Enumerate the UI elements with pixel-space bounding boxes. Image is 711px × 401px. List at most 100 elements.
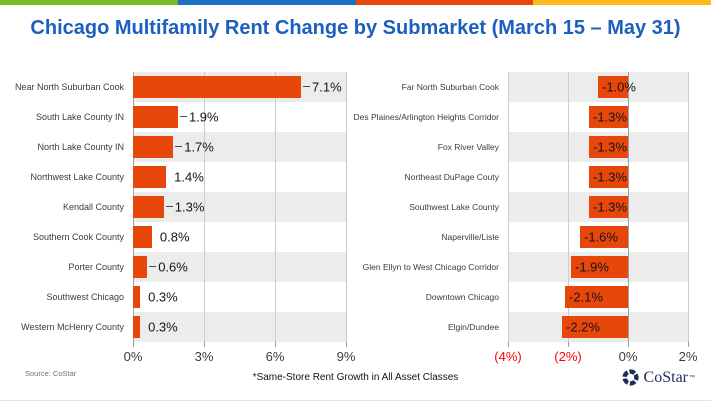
chart-row: -1.6%: [508, 222, 688, 252]
chart-row: 0.3%: [133, 282, 346, 312]
chart-row: -1.3%: [508, 162, 688, 192]
gridline: [204, 72, 205, 342]
bar: [133, 136, 174, 158]
accent-strip-segment: [533, 0, 711, 5]
chart-row: -1.9%: [508, 252, 688, 282]
value-label: 1.9%: [188, 109, 219, 125]
accent-strip-segment: [177, 0, 356, 5]
gridline: [346, 72, 347, 342]
axis-tick-label: 6%: [265, 349, 285, 364]
category-label: Northwest Lake County: [30, 172, 124, 182]
category-label: Fox River Valley: [437, 142, 499, 152]
category-axis: Far North Suburban Cook Des Plaines/Arlin…: [352, 72, 504, 342]
category-label: South Lake County IN: [35, 112, 124, 122]
page-title: Chicago Multifamily Rent Change by Subma…: [30, 17, 681, 39]
value-label: 0.3%: [148, 289, 178, 305]
category-label: Downtown Chicago: [425, 292, 499, 302]
axis-tick: [275, 342, 276, 347]
category-label: Southwest Chicago: [46, 292, 124, 302]
footnote: *Same-Store Rent Growth in All Asset Cla…: [252, 372, 459, 383]
axis-tick-label: (2%): [554, 349, 582, 364]
gridline: [628, 72, 629, 342]
axis-tick-label: 0%: [618, 349, 638, 364]
bar: [133, 256, 148, 278]
source-note: Source: CoStar: [25, 369, 77, 378]
chart-row: 0.8%: [133, 222, 346, 252]
category-label: Northeast DuPage Couty: [404, 172, 500, 182]
gridline: [568, 72, 569, 342]
costar-logo: CoStar ™: [621, 368, 695, 387]
value-label: 1.7%: [184, 139, 214, 155]
value-label: -1.0%: [602, 79, 636, 95]
axis-tick-label: 0%: [123, 349, 143, 364]
bar: [571, 256, 628, 278]
value-label: -1.6%: [584, 229, 618, 245]
bar: [562, 316, 628, 338]
bar: [133, 316, 141, 338]
chart-row: 7.1%: [133, 72, 346, 102]
bar: [589, 166, 628, 188]
category-label: Near North Suburban Cook: [14, 82, 124, 92]
category-label: Glen Ellyn to West Chicago Corridor: [362, 262, 499, 272]
value-label: -2.2%: [566, 319, 600, 335]
leader-line: [303, 86, 311, 87]
axis-tick: [568, 342, 569, 347]
plot-area: -1.0% -1.3% -1.3% -1.3% -1.3% -1.6% -1.9% -2.1%…: [494, 72, 697, 364]
leader-line: [149, 266, 157, 267]
category-label: Des Plaines/Arlington Heights Corridor: [353, 112, 499, 122]
value-label: -1.3%: [593, 109, 627, 125]
value-label: 0.6%: [158, 259, 188, 275]
costar-logo-text: CoStar: [643, 368, 688, 386]
bar: [133, 286, 141, 308]
chart-row: -2.2%: [508, 312, 688, 342]
gridline: [275, 72, 276, 342]
negative-rent-change-chart: Far North Suburban Cook Des Plaines/Arlin…: [352, 72, 697, 364]
value-label: 7.1%: [312, 79, 342, 95]
axis-tick: [688, 342, 689, 347]
value-label: -1.3%: [593, 169, 627, 185]
bar: [133, 226, 152, 248]
chart-row: 0.6%: [133, 252, 346, 282]
category-label: Kendall County: [62, 202, 124, 212]
bar: [589, 106, 628, 128]
bar: [565, 286, 628, 308]
chart-row: -2.1%: [508, 282, 688, 312]
chart-row: 1.9%: [133, 102, 346, 132]
value-label: -1.3%: [593, 139, 627, 155]
costar-logo-icon: [621, 369, 639, 386]
bar: [589, 136, 628, 158]
chart-row: 1.3%: [133, 192, 346, 222]
trademark-symbol: ™: [689, 374, 695, 381]
axis-tick: [133, 342, 134, 347]
bar: [133, 196, 164, 218]
axis-tick: [508, 342, 509, 347]
category-label: Southern Cook County: [32, 232, 124, 242]
category-label: Porter County: [68, 262, 124, 272]
bar: [133, 166, 167, 188]
positive-rent-change-chart: Near North Suburban Cook South Lake Count…: [15, 72, 355, 364]
axis-tick-label: 9%: [336, 349, 356, 364]
value-label: 0.3%: [148, 319, 178, 335]
axis-tick: [204, 342, 205, 347]
gridline: [688, 72, 689, 342]
chart-row: -1.3%: [508, 192, 688, 222]
bar: [133, 106, 178, 128]
category-label: Western McHenry County: [21, 322, 124, 332]
value-label: 1.4%: [174, 169, 204, 185]
category-label: North Lake County IN: [37, 142, 124, 152]
chart-row: -1.3%: [508, 132, 688, 162]
axis-tick-label: 3%: [194, 349, 214, 364]
accent-strip-segment: [0, 0, 178, 5]
leader-line: [175, 146, 183, 147]
axis-tick-label: 2%: [678, 349, 698, 364]
leader-line: [179, 116, 187, 117]
chart-row: -1.3%: [508, 102, 688, 132]
chart-row: 1.7%: [133, 132, 346, 162]
value-label: -1.9%: [575, 259, 609, 275]
category-axis: Near North Suburban Cook South Lake Count…: [15, 72, 129, 342]
leader-line: [165, 206, 173, 207]
bar: [598, 76, 628, 98]
chart-row: 0.3%: [133, 312, 346, 342]
bar: [580, 226, 628, 248]
